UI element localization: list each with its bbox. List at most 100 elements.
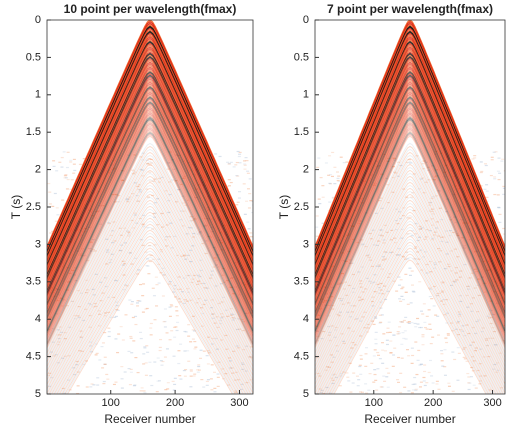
speckle [130, 219, 134, 222]
speckle [137, 269, 141, 271]
speckle [411, 192, 415, 194]
speckle [435, 169, 439, 171]
late-wavefront [47, 157, 253, 354]
speckle [101, 367, 105, 369]
speckle [385, 231, 389, 233]
speckle [173, 383, 177, 386]
speckle [249, 200, 253, 202]
speckle [242, 183, 246, 185]
speckle [139, 191, 143, 193]
speckle [420, 227, 424, 229]
speckle [429, 288, 433, 290]
speckle [211, 313, 215, 315]
speckle [47, 328, 51, 331]
speckle [480, 330, 484, 333]
speckle [391, 365, 395, 367]
speckle [342, 259, 346, 262]
late-wavefront [47, 178, 253, 369]
speckle [172, 291, 176, 293]
speckle [475, 270, 479, 273]
speckle [379, 321, 383, 323]
speckle [370, 362, 374, 364]
speckle [375, 244, 379, 247]
speckle [443, 366, 447, 368]
speckle [318, 375, 322, 377]
speckle [153, 216, 157, 218]
speckle [112, 383, 116, 386]
speckle [331, 379, 335, 381]
y-tick-label: 1.5 [294, 126, 309, 138]
wavefront [47, 135, 253, 348]
speckle [220, 283, 224, 285]
speckle [232, 166, 236, 168]
speckle [431, 196, 435, 198]
speckle [387, 276, 391, 278]
speckle [458, 295, 462, 297]
speckle [162, 321, 166, 323]
speckle [419, 249, 423, 251]
speckle [493, 176, 497, 178]
speckle [130, 263, 134, 265]
speckle [141, 152, 145, 154]
wavefront [47, 131, 253, 345]
speckle [383, 258, 387, 260]
late-wavefront [328, 247, 492, 394]
late-wavefront [62, 250, 238, 394]
late-wavefront [315, 208, 505, 392]
speckle [327, 366, 331, 368]
speckle [315, 357, 319, 359]
speckle [341, 303, 345, 305]
speckle [458, 329, 462, 331]
speckle [389, 251, 393, 254]
speckle [157, 181, 161, 183]
speckle [436, 293, 440, 295]
speckle [48, 191, 52, 193]
speckle [501, 158, 505, 160]
speckle [212, 266, 216, 268]
speckle [199, 259, 203, 261]
speckle [214, 153, 218, 155]
speckle [433, 263, 437, 266]
speckle [486, 200, 490, 202]
speckle [139, 168, 143, 171]
speckle [368, 280, 372, 282]
speckle [151, 180, 155, 182]
speckle [431, 239, 435, 241]
late-wavefront [315, 145, 505, 345]
speckle [245, 200, 249, 202]
speckle [393, 159, 397, 161]
wavefront [315, 106, 505, 323]
speckle [392, 280, 396, 282]
speckle [364, 245, 368, 248]
speckle [235, 175, 239, 177]
y-tick-label: 4 [303, 313, 309, 325]
speckle [202, 350, 206, 352]
speckle [237, 318, 241, 320]
speckle [61, 199, 65, 201]
late-wavefront [52, 226, 248, 394]
speckle [128, 383, 132, 386]
wavefront [47, 79, 253, 300]
speckle [410, 235, 414, 237]
speckle [82, 158, 86, 160]
speckle [446, 263, 450, 265]
wavefront [315, 120, 505, 335]
speckle [176, 288, 180, 291]
y-tick-label: 2 [35, 164, 41, 176]
speckle [379, 234, 383, 236]
speckle [163, 326, 167, 328]
speckle [133, 171, 137, 173]
speckle [351, 341, 355, 344]
y-tick-label: 4.5 [294, 351, 309, 363]
speckle [199, 282, 203, 285]
speckle [207, 235, 211, 238]
speckle [356, 241, 360, 244]
speckle [126, 201, 130, 203]
speckle [107, 221, 111, 224]
speckle [315, 235, 319, 237]
speckle [79, 292, 83, 294]
speckle [494, 151, 498, 153]
speckle [193, 373, 197, 375]
speckle [149, 162, 153, 164]
speckle [375, 389, 379, 391]
